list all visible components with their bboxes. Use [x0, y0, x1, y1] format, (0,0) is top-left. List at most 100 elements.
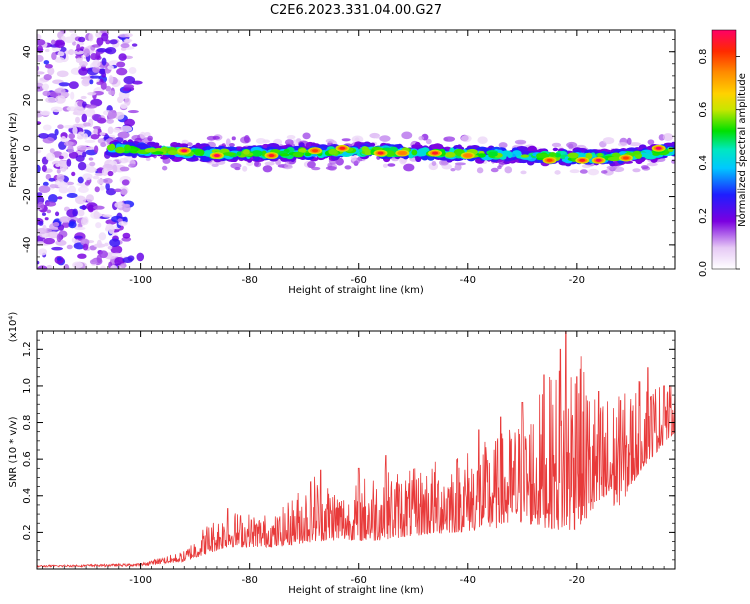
spectrogram-halo-blob — [325, 138, 335, 144]
spectrogram-noise-blob — [65, 50, 70, 55]
spectrogram-band-cell — [527, 145, 537, 153]
spectrogram-noise-blob — [82, 151, 87, 158]
spectrogram-peak — [213, 154, 220, 158]
spectrogram-noise-blob — [63, 124, 74, 129]
spectrogram-noise-blob — [99, 250, 108, 259]
spectrogram-noise-blob — [101, 168, 108, 177]
spectrogram-frame — [36, 29, 676, 270]
spectrogram-x-ticks: -100 -80 -60 -40 -20 — [42, 30, 676, 286]
spectrogram-noise-blob — [100, 142, 107, 148]
colorbar-gradient — [711, 29, 737, 270]
spectrogram-halo-blob — [490, 167, 499, 173]
snr-y-tick-label: 1.2 — [22, 341, 33, 357]
spectrogram-noise-blob — [93, 145, 99, 154]
spectrogram-halo-blob — [454, 163, 462, 171]
spectrogram-noise-blob — [89, 259, 98, 265]
snr-y-tick-label: 0.4 — [22, 488, 33, 504]
spectrogram-noise-blob — [68, 49, 75, 56]
colorbar-ticks: 0.0 0.2 0.4 0.6 0.8 — [698, 49, 740, 277]
spectrogram-peak — [312, 149, 319, 153]
spectrogram-noise-blob — [37, 260, 40, 265]
snr-scale-note: (x10⁴) — [8, 312, 19, 343]
spectrogram-noise-blob — [37, 65, 40, 72]
spectrogram-band-cell — [169, 153, 176, 160]
spectrogram-halo-blob — [264, 161, 275, 166]
spectrogram-band-cell — [537, 153, 550, 158]
spectrogram-band-cell — [431, 143, 444, 151]
spectrogram-halo-blob — [161, 165, 168, 171]
spectrogram-noise-blob — [104, 242, 109, 247]
spectrogram-noise-blob — [54, 88, 66, 94]
spectrogram-noise-blob — [77, 161, 87, 171]
spectrogram-halo-blob — [118, 157, 129, 164]
spectrogram-halo-blob — [375, 135, 380, 139]
spectrogram-band-cell — [507, 151, 513, 159]
spectrogram-noise-blob — [100, 68, 106, 75]
spectrogram-noise-blob — [102, 214, 113, 218]
spectrogram-noise-blob — [107, 170, 114, 177]
spectrogram-noise-blob — [41, 212, 47, 216]
spectrogram-peak — [655, 146, 662, 150]
spectrogram-noise-blob — [49, 148, 55, 154]
spectrogram-noise-blob — [45, 201, 57, 207]
spectrogram-noise-blob — [85, 194, 94, 203]
spectrogram-noise-blob — [66, 244, 73, 250]
spectrogram-peak — [181, 149, 188, 153]
spectrogram-noise-blob — [82, 122, 91, 127]
spectrogram-noise-blob — [72, 261, 83, 269]
spectrogram-peak — [432, 151, 439, 155]
spectrogram-x-tick-label: -60 — [351, 275, 367, 286]
spectrogram-y-tick-label: 20 — [22, 94, 33, 107]
spectrogram-halo-blob — [186, 142, 193, 147]
spectrogram-halo-blob — [581, 164, 591, 169]
spectrogram-noise-blob — [67, 185, 77, 195]
spectrogram-band-cell — [552, 147, 559, 152]
spectrogram-noise-blob — [78, 67, 88, 76]
spectrogram-noise-blob — [75, 154, 85, 162]
spectrogram-halo-blob — [181, 139, 189, 144]
spectrogram-noise-blob — [54, 128, 59, 136]
spectrogram-noise-blob — [121, 203, 131, 207]
spectrogram-noise-blob — [95, 31, 103, 38]
spectrogram-noise-blob — [42, 136, 55, 144]
spectrogram-noise-blob — [105, 182, 110, 191]
spectrogram-halo-blob — [302, 132, 311, 140]
spectrogram-noise-blob — [77, 131, 85, 140]
spectrogram-noise-blob — [70, 91, 75, 100]
spectrogram-y-axis-label: Frequency (Hz) — [8, 112, 19, 188]
spectrogram-noise-blob — [78, 186, 89, 194]
spectrogram-panel: -100 -80 -60 -40 -20 -40 -20 0 20 40 Height of s… — [8, 29, 676, 296]
snr-x-tick-label: -100 — [129, 575, 152, 586]
spectrogram-halo-blob — [579, 169, 588, 174]
spectrogram-halo-blob — [255, 137, 266, 145]
spectrogram-noise-blob — [68, 30, 75, 34]
spectrogram-y-ticks: -40 -20 0 20 40 — [22, 39, 675, 270]
spectrogram-x-tick-label: -40 — [460, 275, 476, 286]
spectrogram-halo-blob — [632, 168, 641, 173]
snr-y-tick-label: 0.6 — [22, 451, 33, 467]
snr-y-tick-label: 0.2 — [22, 524, 33, 540]
spectrogram-band-cell — [415, 155, 422, 163]
spectrogram-halo-blob — [514, 139, 527, 145]
spectrogram-noise-blob — [103, 178, 113, 184]
colorbar: 0.0 0.2 0.4 0.6 0.8 Normalized spectral ampl… — [698, 29, 748, 277]
spectrogram-noise-blob — [63, 263, 70, 269]
spectrogram-noise-blob — [55, 211, 60, 217]
spectrogram-noise-blob — [57, 196, 63, 200]
spectrogram-band-cell — [167, 150, 179, 156]
spectrogram-noise-blob — [114, 111, 125, 120]
spectrogram-noise-blob — [75, 41, 85, 46]
spectrogram-noise-blob — [73, 106, 85, 116]
spectrogram-peak — [377, 151, 384, 155]
spectrogram-noise-blob — [75, 116, 80, 124]
spectrogram-noise-blob — [48, 177, 56, 182]
colorbar-tick-label: 0.2 — [698, 208, 709, 224]
spectrogram-band-cell — [411, 144, 418, 149]
spectrogram-halo-blob — [307, 161, 316, 169]
spectrogram-noise-blob — [94, 186, 100, 193]
spectrogram-noise-blob — [57, 51, 65, 57]
spectrogram-halo-blob — [477, 136, 488, 145]
spectrogram-noise-blob — [46, 264, 53, 269]
spectrogram-noise-blob — [45, 96, 57, 104]
spectrogram-noise-blob — [94, 172, 104, 176]
